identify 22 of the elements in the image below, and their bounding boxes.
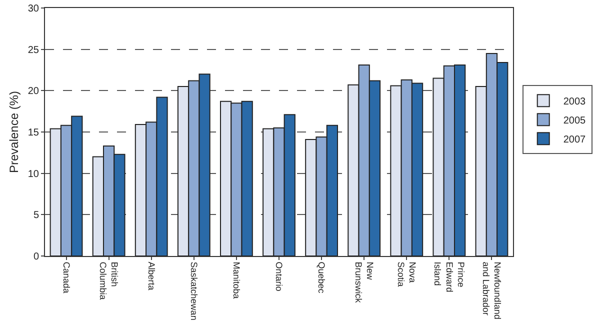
y-axis-title: Prevalence (%) [7, 90, 22, 174]
y-tick-label: 30 [28, 4, 40, 14]
x-tick-label: Alberta [146, 262, 156, 290]
y-tick-label: 20 [28, 86, 40, 98]
legend-label: 2003 [563, 96, 586, 108]
x-tick-label: Quebec [316, 262, 327, 294]
x-tick-label: British Columbia [98, 262, 120, 300]
legend-label: 2005 [563, 116, 586, 126]
x-tick-label: Nova Scotia [396, 262, 418, 287]
y-tick-label: 0 [33, 252, 40, 262]
y-tick-label: 15 [28, 128, 40, 138]
x-tick-label: New Brunswick [353, 262, 376, 304]
x-tick-label: Prince Edward Island [432, 262, 466, 292]
x-tick-label: Canada [61, 262, 72, 294]
x-tick-label: Ontario [274, 262, 284, 292]
y-tick-label: 10 [28, 168, 40, 180]
x-tick-label: Manitoba [232, 262, 242, 299]
x-tick-label: Saskatchewan [188, 262, 199, 320]
y-tick-label: 5 [33, 210, 40, 222]
x-tick-label: Newfoundland and Labrador [480, 262, 503, 320]
y-tick-label: 25 [28, 44, 40, 56]
legend-label: 2007 [563, 134, 586, 146]
